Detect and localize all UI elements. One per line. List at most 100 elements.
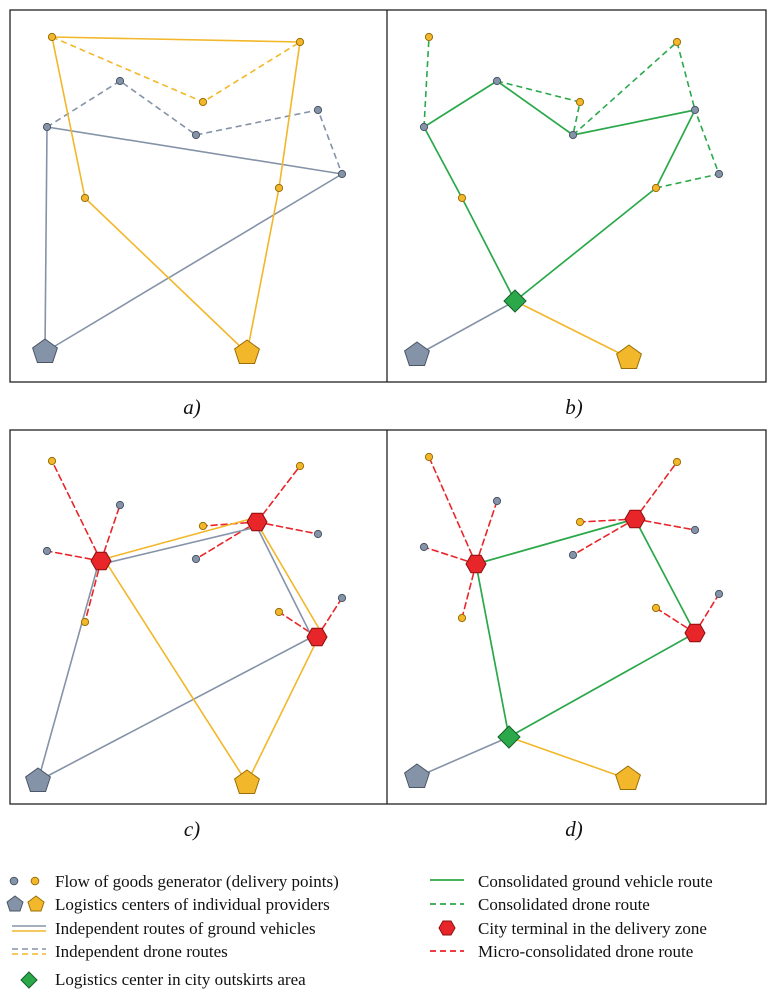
yellow-logistics-center-icon <box>234 339 260 364</box>
panel-d <box>404 452 724 790</box>
gray-delivery-point-0 <box>42 546 52 556</box>
yellow-delivery-point-2 <box>575 517 585 527</box>
red-drone-route-line <box>423 546 477 565</box>
red-drone-route-line <box>475 500 498 565</box>
panel-frame-top <box>9 9 767 383</box>
green-drone-route-line <box>572 41 696 136</box>
legend-item-outskirts-center: Logistics center in city outskirts area <box>20 970 306 989</box>
legend-item-drone-routes: Independent drone routes <box>12 942 228 961</box>
legend-item-micro-drone: Micro-consolidated drone route <box>430 942 693 961</box>
yellow-delivery-point-1 <box>672 457 682 467</box>
red-drone-route-line <box>428 456 477 565</box>
legend-label-consolidated-ground: Consolidated ground vehicle route <box>478 872 713 891</box>
gray-delivery-point-0 <box>419 122 429 132</box>
gray-ground-link-line <box>416 300 516 356</box>
panel-a <box>32 32 347 364</box>
gray-delivery-point-0 <box>419 542 429 552</box>
gray-drone-route-line <box>46 80 343 175</box>
legend-item-logistics-centers: Logistics centers of individual provider… <box>6 895 330 914</box>
legend-label-outskirts-center: Logistics center in city outskirts area <box>55 970 306 989</box>
legend-item-ground-routes: Independent routes of ground vehicles <box>12 919 316 938</box>
red-hexagon-icon <box>465 554 487 574</box>
yellow-ground-link-line <box>514 300 630 359</box>
yellow-logistics-center-icon <box>615 765 641 790</box>
legend-item-consolidated-ground: Consolidated ground vehicle route <box>430 872 713 891</box>
gray-delivery-point-2 <box>568 130 578 140</box>
yellow-delivery-point-3 <box>457 193 467 203</box>
red-hexagon-icon <box>684 623 706 643</box>
legend-label-delivery-points: Flow of goods generator (delivery points… <box>55 872 339 891</box>
green-ground-route-line <box>423 80 696 302</box>
yellow-logistics-center-icon <box>234 769 260 794</box>
panel-b <box>404 32 724 369</box>
legend-label-consolidated-drone: Consolidated drone route <box>478 895 650 914</box>
yellow-delivery-point-2 <box>575 97 585 107</box>
gray-delivery-point-1 <box>115 500 125 510</box>
legend-label-ground-routes: Independent routes of ground vehicles <box>55 919 316 938</box>
yellow-delivery-point-4 <box>651 603 661 613</box>
yellow-delivery-point-3 <box>80 193 90 203</box>
gray-delivery-point-3 <box>313 105 323 115</box>
gray-delivery-point-4 <box>714 169 724 179</box>
gray-delivery-point-4 <box>337 593 347 603</box>
caption-c: c) <box>184 817 200 841</box>
gray-delivery-point-2 <box>568 550 578 560</box>
gray-delivery-point-3 <box>313 529 323 539</box>
legend-label-micro-drone: Micro-consolidated drone route <box>478 942 693 961</box>
gray-delivery-point-3 <box>690 525 700 535</box>
yellow-delivery-point-3 <box>80 617 90 627</box>
yellow-logistics-center-icon <box>616 344 642 369</box>
yellow-delivery-point-4 <box>274 607 284 617</box>
red-drone-route-line <box>634 518 696 531</box>
legend-label-city-terminal: City terminal in the delivery zone <box>478 919 707 938</box>
gray-delivery-point-1 <box>115 76 125 86</box>
red-drone-route-line <box>256 521 319 535</box>
yellow-drone-route-line <box>51 36 301 103</box>
caption-d: d) <box>565 817 583 841</box>
legend-item-delivery-points: Flow of goods generator (delivery points… <box>9 872 339 891</box>
logistics-centers-icon <box>6 895 45 912</box>
yellow-delivery-point-2 <box>198 521 208 531</box>
gray-delivery-point-2 <box>191 554 201 564</box>
yellow-delivery-point-0 <box>424 32 434 42</box>
gray-delivery-point-4 <box>714 589 724 599</box>
gray-delivery-point-3 <box>690 105 700 115</box>
yellow-delivery-point-0 <box>47 32 57 42</box>
green-ground-route-line <box>475 518 696 738</box>
red-drone-route-line <box>202 521 258 527</box>
red-drone-route-line <box>634 461 678 520</box>
red-drone-route-line <box>316 597 343 638</box>
yellow-delivery-point-3 <box>457 613 467 623</box>
yellow-delivery-point-2 <box>198 97 208 107</box>
green-diamond-icon <box>503 289 527 313</box>
legend: Flow of goods generator (delivery points… <box>6 872 713 989</box>
gray-delivery-point-0 <box>42 122 52 132</box>
panel-frame-bottom <box>9 429 767 805</box>
legend-label-logistics-centers: Logistics centers of individual provider… <box>55 895 330 914</box>
yellow-ground-link-line <box>508 736 629 780</box>
red-drone-route-line <box>278 611 318 638</box>
red-drone-route-line <box>694 593 720 634</box>
gray-logistics-center-icon <box>32 338 58 363</box>
legend-item-city-terminal: City terminal in the delivery zone <box>438 919 707 938</box>
red-hexagon-icon <box>90 551 112 571</box>
yellow-delivery-point-4 <box>651 183 661 193</box>
red-drone-route-line <box>579 518 636 523</box>
gray-logistics-center-icon <box>404 341 430 366</box>
red-drone-route-line <box>51 460 102 562</box>
green-diamond-icon <box>20 971 38 989</box>
gray-ground-link-line <box>416 736 510 778</box>
red-drone-route-line <box>655 607 696 634</box>
red-hexagon-icon <box>438 920 456 936</box>
red-drone-route-line <box>84 560 102 623</box>
red-drone-route-line <box>195 521 258 560</box>
red-drone-route-line <box>46 550 102 562</box>
green-drone-route-line <box>655 109 720 189</box>
yellow-delivery-point-0 <box>424 452 434 462</box>
red-drone-route-line <box>256 465 301 523</box>
red-hexagon-icon <box>624 509 646 529</box>
red-hexagon-icon <box>306 627 328 647</box>
yellow-delivery-point-1 <box>295 461 305 471</box>
yellow-delivery-point-1 <box>672 37 682 47</box>
